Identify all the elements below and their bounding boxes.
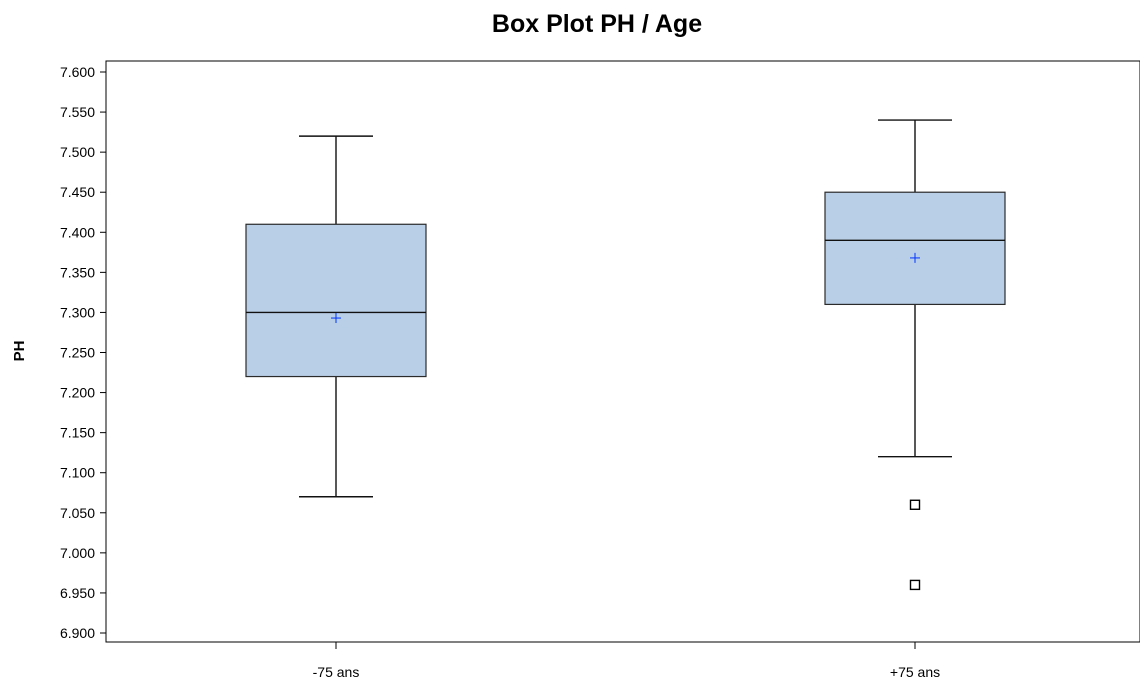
y-axis-label: PH: [11, 341, 28, 362]
interquartile-box: [245, 223, 427, 378]
box-group: [824, 119, 1006, 591]
y-tick-label: 7.350: [60, 264, 95, 280]
mean-marker: [910, 252, 920, 263]
y-tick-label: 7.450: [60, 184, 95, 200]
y-tick-label: 7.600: [60, 64, 95, 80]
y-tick-label: 7.550: [60, 104, 95, 120]
outlier-point: [909, 579, 921, 591]
plot-frame: [105, 60, 1140, 643]
mean-marker: [331, 313, 341, 324]
y-tick-label: 7.500: [60, 144, 95, 160]
y-tick-label: 7.100: [60, 465, 95, 481]
y-tick-label: 7.400: [60, 224, 95, 240]
chart-title: Box Plot PH / Age: [492, 10, 702, 38]
y-tick-label: 6.950: [60, 585, 95, 601]
outlier-point: [909, 499, 921, 510]
y-tick-label: 6.900: [60, 625, 95, 641]
y-tick-label: 7.250: [60, 345, 95, 361]
box-series: [245, 119, 1006, 591]
y-tick-label: 7.000: [60, 545, 95, 561]
y-tick-label: 7.300: [60, 304, 95, 320]
y-axis-ticks: 6.900 6.950 7.000 7.050 7.100 7.150 7.200 7.250…: [60, 64, 106, 641]
x-axis-ticks: -75 ans +75 ans: [313, 642, 940, 680]
y-tick-label: 7.050: [60, 505, 95, 521]
x-tick-label: +75 ans: [890, 664, 940, 680]
x-tick-label: -75 ans: [313, 664, 360, 680]
y-tick-label: 7.200: [60, 385, 95, 401]
y-tick-label: 7.150: [60, 425, 95, 441]
interquartile-box: [824, 191, 1006, 306]
box-group: [245, 135, 427, 498]
